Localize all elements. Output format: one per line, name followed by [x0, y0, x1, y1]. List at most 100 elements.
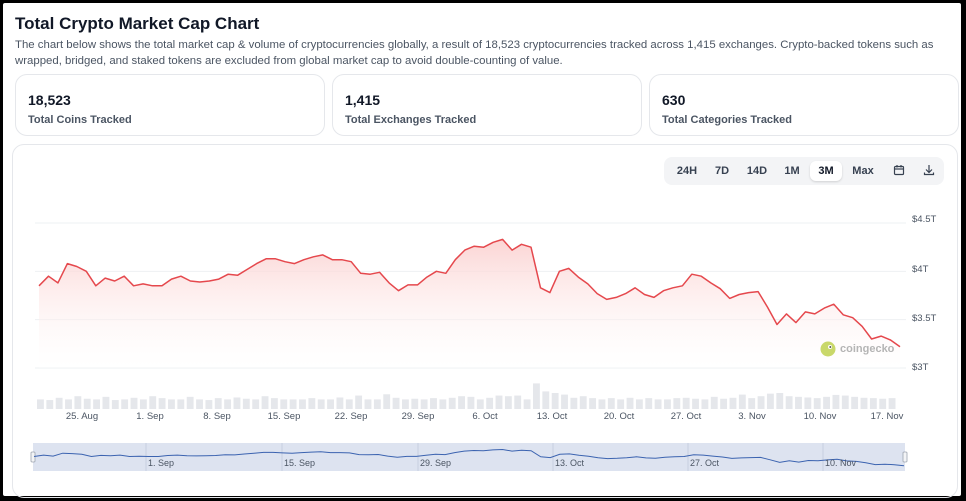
volume-bar — [327, 399, 334, 409]
range-max-button[interactable]: Max — [852, 165, 874, 177]
volume-bar — [186, 396, 194, 409]
volume-bar — [37, 399, 44, 409]
volume-bar — [495, 395, 503, 409]
x-tick-label: 22. Sep — [334, 411, 368, 422]
volume-bar — [645, 398, 653, 409]
stat-value: 630 — [662, 92, 686, 108]
volume-bar — [738, 394, 746, 409]
volume-bar — [364, 399, 372, 409]
volume-bar — [149, 396, 157, 409]
x-tick-label: 13. Oct — [536, 411, 568, 422]
volume-bar — [439, 399, 447, 409]
volume-bar — [710, 396, 718, 409]
volume-bar — [579, 396, 587, 409]
volume-bar — [692, 398, 699, 409]
download-icon[interactable] — [916, 161, 942, 181]
volume-bar — [589, 398, 597, 409]
volume-bar — [720, 398, 728, 409]
volume-bar — [308, 398, 316, 409]
navigator-tick-label: 15. Sep — [284, 458, 316, 468]
volume-bar — [776, 393, 784, 409]
volume-bar — [607, 398, 615, 409]
volume-bar — [130, 397, 138, 409]
volume-bar — [299, 399, 306, 409]
range-7d-button[interactable]: 7D — [714, 165, 730, 177]
volume-bar — [392, 397, 400, 409]
volume-bar — [664, 399, 671, 409]
volume-bar — [701, 399, 709, 409]
volume-bar — [617, 399, 625, 409]
volume-bar — [682, 397, 690, 409]
calendar-icon[interactable] — [886, 161, 912, 181]
volume-bar — [888, 398, 896, 409]
volume-bar — [270, 398, 278, 409]
volume-bar — [233, 397, 241, 409]
volume-bar — [336, 397, 344, 409]
volume-bar — [766, 393, 774, 409]
volume-bar — [514, 395, 522, 409]
volume-bar — [55, 397, 63, 409]
volume-bar — [523, 399, 531, 409]
x-tick-label: 29. Sep — [401, 411, 435, 422]
navigator-line — [33, 448, 905, 467]
market-cap-line — [38, 238, 901, 348]
navigator-handle-right — [902, 451, 908, 463]
volume-bar — [317, 399, 325, 409]
volume-bar — [93, 399, 101, 409]
volume-bar — [252, 399, 260, 409]
volume-bar — [729, 397, 737, 409]
volume-bar — [795, 396, 802, 409]
range-24h-button[interactable]: 24H — [676, 165, 698, 177]
volume-bar — [345, 399, 353, 409]
x-tick-label: 15. Sep — [267, 411, 301, 422]
watermark-text: coingecko — [840, 343, 895, 355]
volume-bar — [420, 399, 428, 409]
volume-bar — [411, 398, 419, 409]
volume-bar — [542, 391, 550, 409]
y-tick-label: $4T — [912, 264, 929, 275]
x-tick-label: 17. Nov — [870, 411, 904, 422]
volume-bar — [757, 396, 765, 409]
page-description: The chart below shows the total market c… — [15, 39, 934, 67]
x-tick-label: 20. Oct — [603, 411, 635, 422]
stat-label: Total Categories Tracked — [662, 114, 793, 126]
navigator-tick-label: 10. Nov — [825, 458, 857, 468]
volume-bar — [832, 394, 840, 409]
volume-bar — [570, 397, 578, 409]
page-title: Total Crypto Market Cap Chart — [15, 14, 260, 33]
range-14d-button[interactable]: 14D — [746, 165, 768, 177]
volume-bar — [139, 399, 147, 409]
x-tick-label: 6. Oct — [472, 411, 498, 422]
volume-bar — [635, 399, 643, 409]
volume-bar — [83, 398, 91, 409]
navigator-handle-left — [30, 451, 36, 463]
volume-bar — [476, 399, 484, 409]
volume-bar — [823, 396, 830, 409]
volume-bar — [401, 399, 409, 409]
volume-bar — [813, 398, 821, 409]
x-tick-label: 8. Sep — [203, 411, 231, 422]
range-3m-button[interactable]: 3M — [810, 161, 842, 181]
volume-bar — [74, 396, 82, 409]
y-tick-label: $3.5T — [912, 313, 937, 324]
navigator-tick-label: 1. Sep — [148, 458, 175, 468]
x-tick-label: 27. Oct — [670, 411, 702, 422]
volume-bar — [196, 399, 203, 409]
volume-bar — [551, 393, 559, 409]
volume-bar — [111, 400, 119, 409]
volume-bar — [280, 399, 288, 409]
volume-bar — [121, 399, 129, 409]
volume-bar — [561, 394, 568, 409]
volume-bar — [869, 398, 877, 409]
volume-bar — [177, 399, 185, 409]
stat-label: Total Exchanges Tracked — [345, 114, 477, 126]
volume-bar — [205, 400, 213, 409]
stat-card-categories: 630 Total Categories Tracked — [649, 74, 959, 136]
volume-bar — [261, 396, 269, 409]
y-tick-label: $3T — [912, 362, 929, 373]
range-1m-button[interactable]: 1M — [784, 165, 800, 177]
volume-bar — [654, 399, 662, 409]
y-tick-label: $4.5T — [912, 214, 937, 225]
volume-bar — [355, 395, 363, 409]
